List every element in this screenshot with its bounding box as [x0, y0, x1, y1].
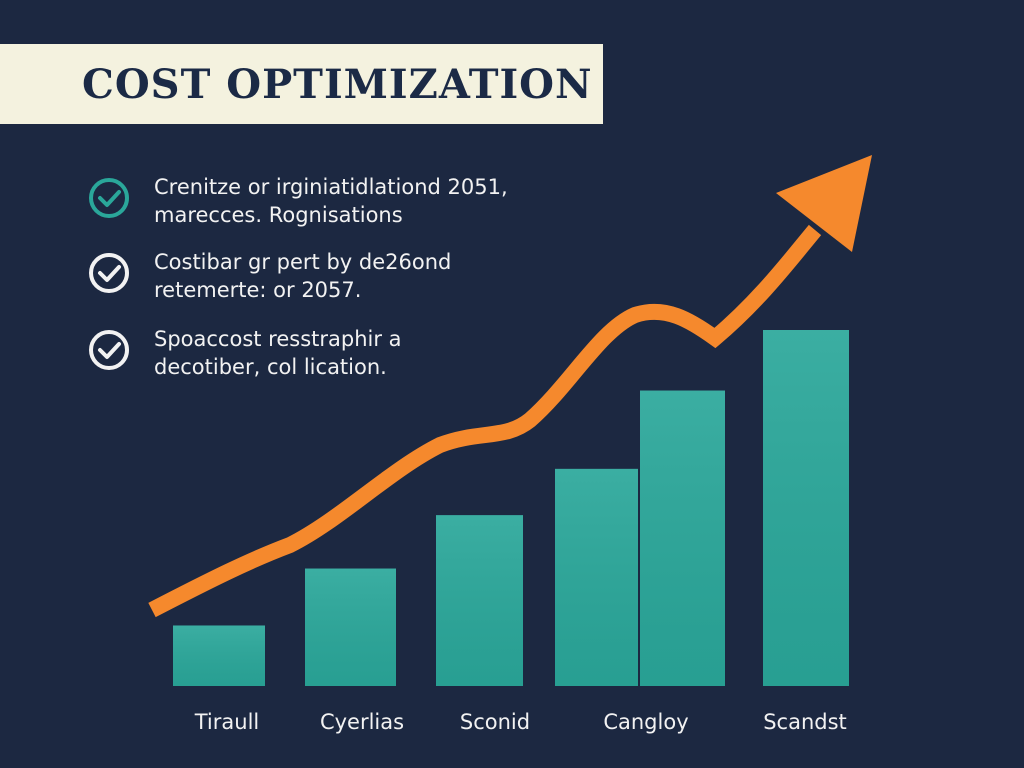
bar-shade	[173, 625, 265, 686]
bar-shade	[763, 330, 849, 686]
bullet-list: Crenitze or irginiatidlationd 2051, marec…	[89, 175, 508, 379]
bullet-text: Crenitze or irginiatidlationd 2051,	[154, 175, 508, 199]
x-tick-label: Cangloy	[603, 710, 688, 734]
bar-shade	[436, 515, 523, 686]
check-icon-ring	[89, 178, 129, 218]
check-icon-ring	[89, 253, 129, 293]
chart-title: COST OPTIMIZATION	[82, 61, 593, 108]
bullet-text: retemerte: or 2057.	[154, 278, 361, 302]
title-banner	[0, 44, 603, 124]
trend-arrow-head	[776, 155, 872, 252]
bar-shade	[555, 468, 638, 686]
bullet-text: marecces. Rognisations	[154, 203, 403, 227]
check-icon-ring	[89, 330, 129, 370]
x-tick-label: Scandst	[763, 710, 847, 734]
check-icon-mark	[98, 342, 121, 359]
bar-shade	[305, 568, 396, 686]
x-tick-label: Tiraull	[194, 710, 260, 734]
bullet-text: Costibar gr pert by de26ond	[154, 250, 451, 274]
check-icon-mark	[98, 190, 121, 207]
bar-shade	[640, 390, 725, 686]
x-tick-label: Cyerlias	[320, 710, 404, 734]
check-icon-mark	[98, 265, 121, 282]
bullet-text: Spoaccost resstraphir a	[154, 327, 402, 351]
trend-arrow	[148, 224, 822, 618]
x-tick-label: Sconid	[460, 710, 530, 734]
bars: Tiraull Cyerlias Sconid Cangloy Scandst	[173, 330, 849, 734]
bullet-text: decotiber, col lication.	[154, 355, 387, 379]
